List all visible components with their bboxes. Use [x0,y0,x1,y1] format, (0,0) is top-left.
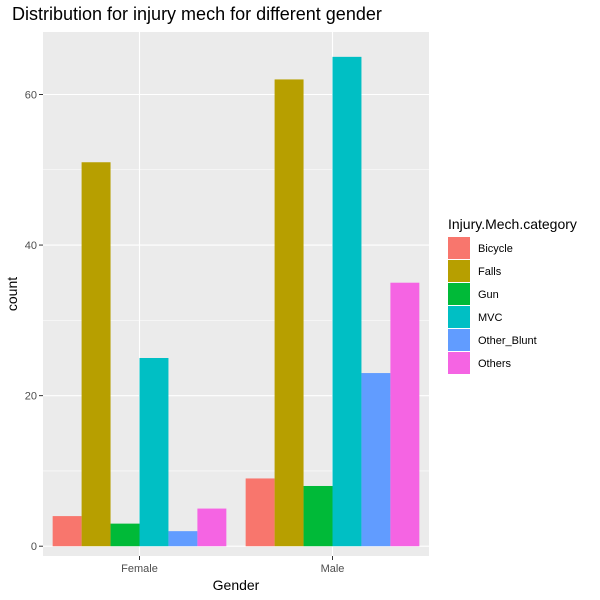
x-tick-label: Male [321,563,345,575]
legend-key-mvc [448,306,470,328]
legend-label: Falls [478,266,502,278]
bar-bicycle-female [52,516,82,547]
legend: Injury.Mech.category Bicycle Falls Gun MVC O… [448,216,577,374]
x-tick-label: Female [121,563,158,575]
legend-label: Others [478,358,512,370]
bars [52,56,420,547]
bar-falls-male [274,79,304,547]
y-tick-label: 60 [25,89,37,101]
y-tick-label: 0 [31,541,37,553]
chart-title: Distribution for injury mech for differe… [12,4,382,24]
legend-title: Injury.Mech.category [448,216,577,232]
bar-bicycle-male [245,478,275,547]
y-tick-label: 40 [25,240,37,252]
bar-mvc-male [332,56,362,547]
legend-label: Other_Blunt [478,335,537,347]
bar-other-blunt-female [168,531,198,547]
y-tick-label: 20 [25,391,37,403]
bar-gun-male [303,485,333,547]
y-axis-title: count [4,277,20,311]
legend-key-others [448,352,470,374]
y-axis: 0 20 40 60 [25,89,43,553]
bar-falls-female [81,162,111,547]
bar-others-male [390,282,420,547]
legend-key-gun [448,283,470,305]
legend-key-other-blunt [448,329,470,351]
legend-key-bicycle [448,237,470,259]
legend-label: Gun [478,289,499,301]
bar-mvc-female [139,357,169,547]
bar-gun-female [110,523,140,547]
bar-others-female [197,508,227,547]
x-axis: Female Male [121,556,344,575]
legend-label: MVC [478,312,503,324]
bar-other-blunt-male [361,373,391,547]
x-axis-title: Gender [213,577,260,593]
legend-label: Bicycle [478,243,513,255]
legend-key-falls [448,260,470,282]
